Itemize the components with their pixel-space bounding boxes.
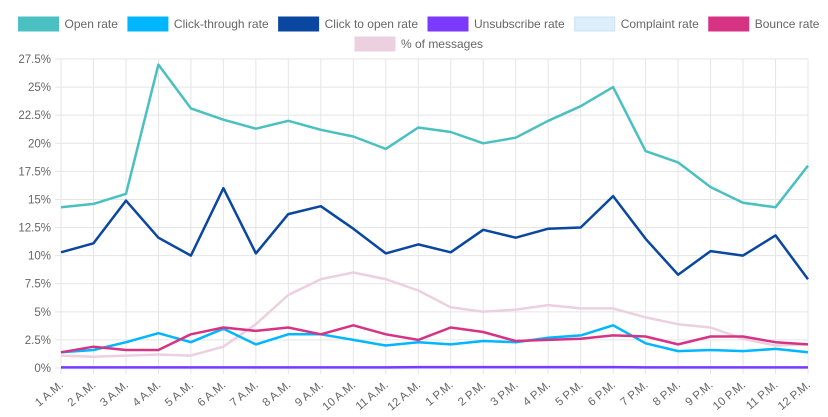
legend-label: Unsubscribe rate: [474, 17, 565, 31]
y-tick-label: 20%: [28, 138, 51, 150]
y-axis-ticks: 0% 2.5% 5% 7.5% 10% 12.5% 15% 17.5% 20% 22.5% 25% 2…: [18, 54, 51, 375]
y-tick-label: 0%: [34, 363, 51, 375]
y-tick-label: 5%: [34, 307, 51, 319]
legend: Open rate Click-through rate Click to open…: [18, 16, 820, 52]
x-tick-label: 7 A.M.: [228, 379, 261, 409]
series-line-bounce-rate: [60, 324, 809, 354]
legend-item[interactable]: Open rate: [18, 16, 119, 32]
legend-swatch: [574, 16, 616, 32]
x-tick-label: 3 P.M.: [489, 379, 521, 409]
legend-label: Open rate: [65, 17, 119, 31]
legend-label: Complaint rate: [621, 17, 699, 31]
x-tick-label: 11 P.M.: [744, 379, 780, 412]
x-tick-label: 8 P.M.: [651, 379, 683, 409]
y-tick-label: 25%: [28, 82, 51, 94]
x-tick-label: 10 P.M.: [711, 379, 748, 413]
legend-item[interactable]: Click-through rate: [127, 16, 269, 32]
series-line--of-messages: [60, 271, 809, 359]
y-tick-label: 7.5%: [25, 279, 51, 291]
x-tick-label: 10 A.M.: [321, 379, 359, 413]
x-tick-label: 1 P.M.: [424, 379, 456, 409]
y-tick-label: 27.5%: [18, 54, 51, 66]
x-tick-label: 11 A.M.: [354, 379, 391, 413]
x-tick-label: 8 A.M.: [261, 379, 294, 409]
grid: [55, 58, 809, 374]
y-tick-label: 22.5%: [18, 110, 51, 122]
x-axis-ticks: 1 A.M. 2 A.M. 3 A.M. 4 A.M. 5 A.M. 6 A.M. 7 A.…: [33, 379, 813, 413]
x-tick-label: 1 A.M.: [33, 379, 66, 409]
x-tick-label: 12 P.M.: [776, 379, 813, 413]
series-line-click-through-rate: [60, 324, 809, 354]
x-tick-label: 4 A.M.: [131, 379, 164, 409]
x-tick-label: 2 P.M.: [456, 379, 488, 409]
x-tick-label: 5 P.M.: [554, 379, 586, 409]
legend-item[interactable]: Unsubscribe rate: [427, 16, 565, 32]
series-lines: [60, 63, 810, 370]
y-tick-label: 15%: [28, 194, 51, 206]
legend-item[interactable]: Click to open rate: [278, 16, 419, 32]
x-tick-label: 3 A.M.: [98, 379, 131, 409]
x-tick-label: 6 P.M.: [586, 379, 618, 409]
x-tick-label: 6 A.M.: [196, 379, 229, 409]
legend-item[interactable]: Bounce rate: [708, 16, 820, 32]
legend-label: % of messages: [401, 37, 483, 51]
legend-swatch: [708, 16, 750, 32]
x-tick-label: 12 A.M.: [386, 379, 424, 413]
legend-swatch: [127, 16, 169, 32]
x-tick-label: 7 P.M.: [619, 379, 651, 409]
x-tick-label: 2 A.M.: [66, 379, 99, 409]
y-tick-label: 10%: [28, 251, 51, 263]
x-tick-label: 4 P.M.: [521, 379, 553, 409]
legend-swatch: [278, 16, 320, 32]
legend-swatch: [354, 36, 396, 52]
y-tick-label: 17.5%: [18, 166, 51, 178]
series-line-open-rate: [60, 63, 809, 209]
y-tick-label: 12.5%: [18, 223, 51, 235]
legend-label: Click to open rate: [325, 17, 419, 31]
series-line-click-to-open-rate: [60, 186, 810, 280]
legend-label: Click-through rate: [174, 17, 269, 31]
legend-label: Bounce rate: [755, 17, 820, 31]
x-tick-label: 5 A.M.: [163, 379, 196, 409]
legend-item[interactable]: % of messages: [354, 36, 483, 52]
legend-item[interactable]: Complaint rate: [574, 16, 699, 32]
y-tick-label: 2.5%: [25, 335, 51, 347]
legend-swatch: [427, 16, 469, 32]
legend-swatch: [18, 16, 60, 32]
